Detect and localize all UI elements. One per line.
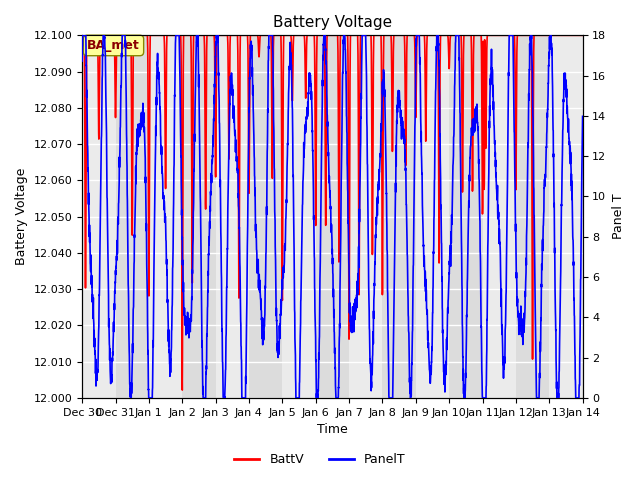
Bar <box>182 36 216 398</box>
Text: BA_met: BA_met <box>87 39 140 52</box>
Bar <box>316 36 349 398</box>
X-axis label: Time: Time <box>317 423 348 436</box>
Y-axis label: Battery Voltage: Battery Voltage <box>15 168 28 265</box>
Bar <box>483 36 516 398</box>
Bar <box>149 36 182 398</box>
Y-axis label: Panel T: Panel T <box>612 194 625 240</box>
Title: Battery Voltage: Battery Voltage <box>273 15 392 30</box>
Bar <box>549 36 582 398</box>
Bar <box>115 36 149 398</box>
Legend: BattV, PanelT: BattV, PanelT <box>229 448 411 471</box>
Bar <box>349 36 383 398</box>
Bar <box>416 36 449 398</box>
Bar <box>383 36 416 398</box>
Bar <box>216 36 249 398</box>
Bar <box>249 36 282 398</box>
Bar <box>282 36 316 398</box>
Bar <box>516 36 549 398</box>
Bar <box>82 36 115 398</box>
Bar <box>449 36 483 398</box>
